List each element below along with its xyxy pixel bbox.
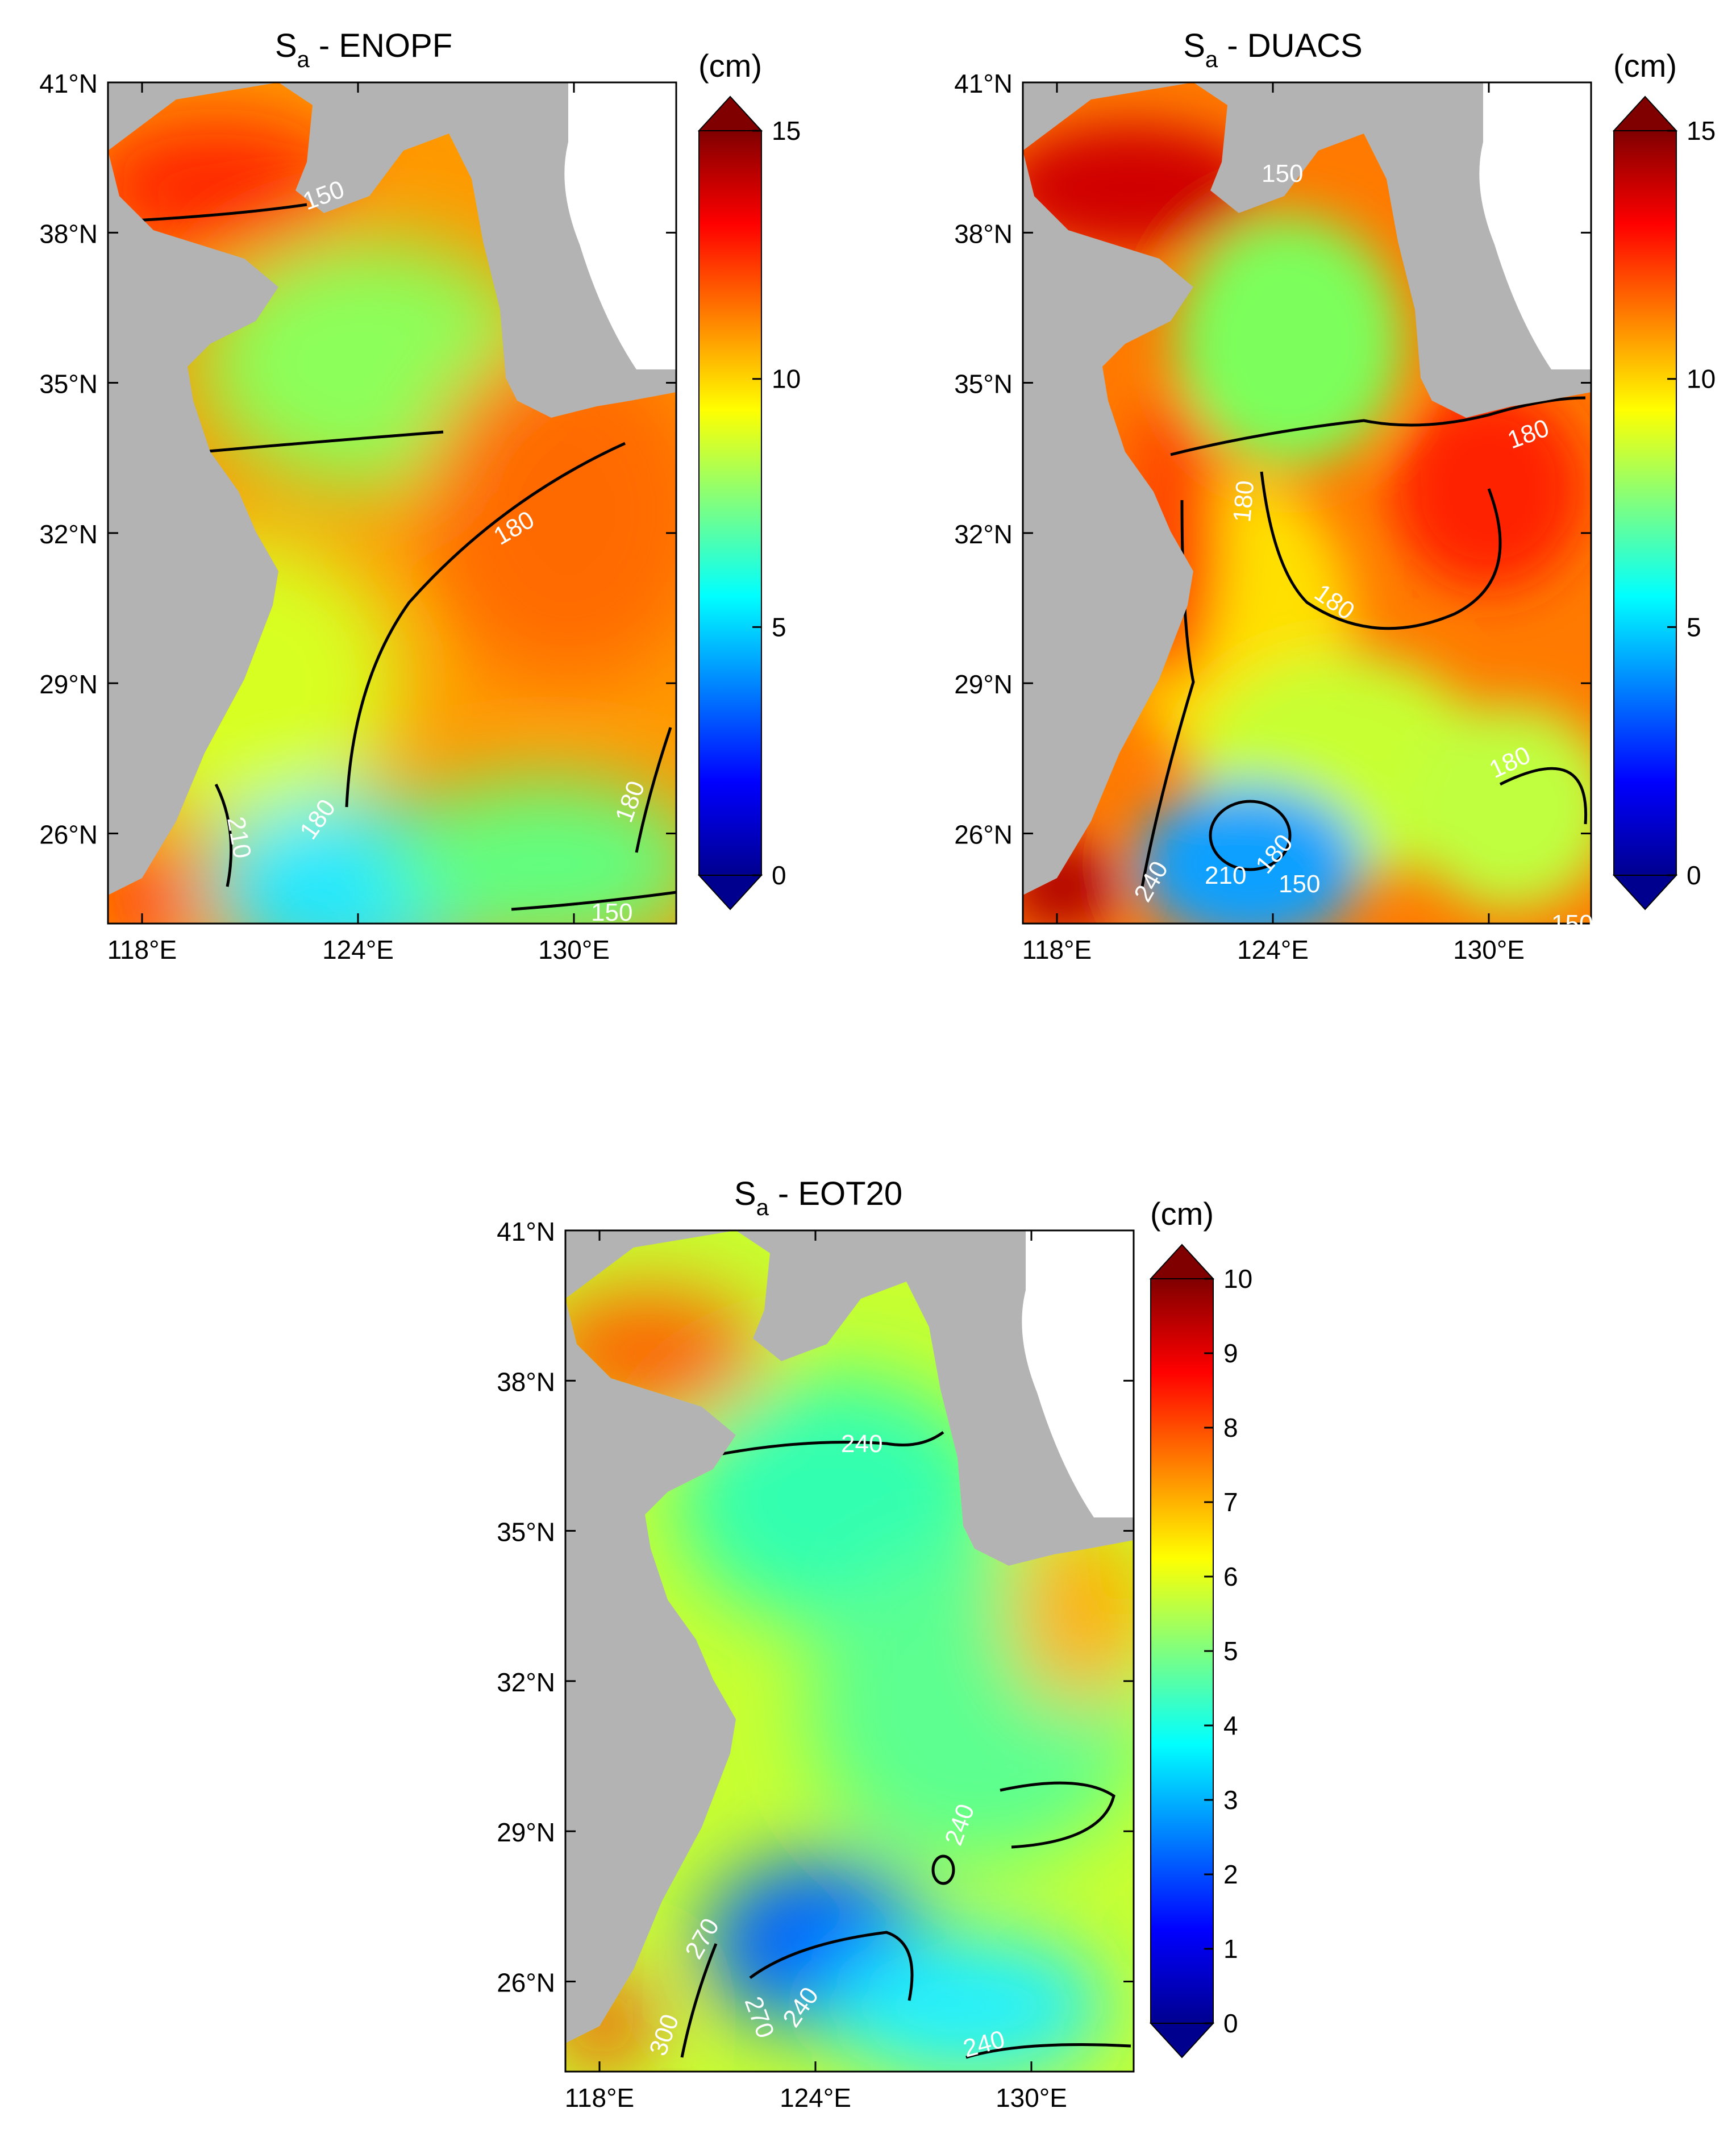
lat-tick-label: 32°N	[497, 1668, 555, 1697]
map-axes: 41°N 38°N 35°N 32°N 29°N 26°N 118°E 124°E 130°E	[39, 69, 676, 964]
colorbar-tick-label: 2	[1223, 1860, 1238, 1889]
lat-tick-label: 26°N	[954, 820, 1013, 849]
contour-label: 150	[591, 899, 632, 926]
lat-tick-label: 38°N	[39, 219, 98, 248]
colorbar: (cm) 0 5 10 15	[1612, 48, 1716, 910]
lat-tick-label: 29°N	[497, 1818, 555, 1847]
panel-title: Sa - ENOPF	[275, 27, 452, 72]
colorbar-gradient	[698, 130, 762, 876]
panel-title: Sa - EOT20	[734, 1175, 902, 1220]
lat-tick-label: 26°N	[39, 820, 98, 849]
contour-label: 150	[1262, 160, 1303, 188]
lat-tick-label: 38°N	[954, 219, 1013, 248]
colorbar-min-arrow	[1612, 875, 1678, 910]
map-axes: 41°N 38°N 35°N 32°N 29°N 26°N 118°E 124°E 130°E	[954, 69, 1591, 964]
title-rest: - ENOPF	[310, 27, 452, 64]
colorbar-tick-label: 0	[772, 860, 786, 890]
lon-tick-label: 124°E	[1237, 935, 1309, 964]
lon-tick-label: 118°E	[107, 935, 177, 964]
lon-tick-label: 118°E	[1022, 935, 1092, 964]
title-rest: - EOT20	[769, 1175, 902, 1212]
lat-tick-label: 41°N	[954, 69, 1013, 98]
lat-tick-label: 29°N	[954, 670, 1013, 699]
contour-label: 150	[1279, 870, 1320, 898]
colorbar-gradient	[1613, 130, 1677, 876]
lon-tick-label: 130°E	[996, 2083, 1067, 2113]
lat-tick-label: 35°N	[954, 369, 1013, 399]
colorbar-min-arrow	[697, 875, 763, 910]
colorbar-tick-label: 7	[1223, 1487, 1238, 1517]
colorbar-tick-label: 10	[1687, 364, 1716, 394]
land-white-region	[564, 82, 676, 369]
colorbar-tick-label: 1	[1223, 1934, 1238, 1964]
lon-tick-label: 118°E	[565, 2083, 634, 2113]
lat-tick-label: 29°N	[39, 670, 98, 699]
lon-tick-label: 124°E	[780, 2083, 851, 2113]
lat-tick-label: 38°N	[497, 1367, 555, 1396]
lat-tick-label: 41°N	[497, 1217, 555, 1246]
lon-tick-label: 130°E	[538, 935, 610, 964]
lat-tick-label: 41°N	[39, 69, 98, 98]
colorbar-tick-label: 15	[1687, 116, 1716, 145]
colorbar-unit: (cm)	[698, 48, 762, 84]
lon-tick-label: 124°E	[322, 935, 394, 964]
land-white-region	[1479, 82, 1591, 369]
colorbar: (cm) 0 5 10 15	[697, 48, 801, 910]
contour-label: 210	[1205, 862, 1246, 889]
colorbar-tick-label: 5	[1223, 1636, 1238, 1666]
title-main: S	[734, 1175, 756, 1212]
panel-enopf: Sa - ENOPF 150	[39, 27, 801, 964]
lat-tick-label: 35°N	[39, 369, 98, 399]
colorbar: (cm) 0 1 2 3 4 5 6 7 8 9 10	[1149, 1196, 1252, 2059]
colorbar-tick-label: 8	[1223, 1413, 1238, 1442]
title-sub: a	[756, 1195, 769, 1220]
colorbar-tick-label: 4	[1223, 1711, 1238, 1740]
title-main: S	[1183, 27, 1205, 64]
panel-eot20: Sa - EOT20 240	[497, 1175, 1252, 2113]
colorbar-tick-label: 3	[1223, 1785, 1238, 1815]
colorbar-min-arrow	[1149, 2023, 1215, 2059]
colorbar-max-arrow	[1612, 95, 1678, 131]
colorbar-tick-label: 9	[1223, 1338, 1238, 1368]
lat-tick-label: 32°N	[39, 519, 98, 549]
title-sub: a	[1205, 47, 1218, 72]
title-sub: a	[297, 47, 310, 72]
title-rest: - DUACS	[1218, 27, 1363, 64]
colorbar-max-arrow	[1149, 1244, 1215, 1279]
land-white-region	[1022, 1230, 1134, 1517]
panel-title: Sa - DUACS	[1183, 27, 1363, 72]
colorbar-tick-label: 5	[1687, 612, 1701, 642]
map-axes: 41°N 38°N 35°N 32°N 29°N 26°N 118°E 124°E 130°E	[497, 1217, 1134, 2113]
contour-label: 150	[1551, 910, 1593, 938]
colorbar-unit: (cm)	[1150, 1196, 1214, 1232]
colorbar-tick-label: 10	[1223, 1264, 1252, 1294]
colorbar-max-arrow	[697, 95, 763, 131]
contour-label: 240	[841, 1430, 882, 1458]
contour-label: 180	[1228, 479, 1259, 523]
lat-tick-label: 32°N	[954, 519, 1013, 549]
title-main: S	[275, 27, 297, 64]
panel-duacs: Sa - DUACS	[954, 27, 1716, 964]
lon-tick-label: 130°E	[1453, 935, 1525, 964]
colorbar-tick-label: 0	[1223, 2009, 1238, 2038]
lat-tick-label: 35°N	[497, 1517, 555, 1547]
lat-tick-label: 26°N	[497, 1968, 555, 1997]
colorbar-gradient	[1150, 1278, 1214, 2024]
colorbar-tick-label: 0	[1687, 860, 1701, 890]
colorbar-tick-label: 15	[772, 116, 801, 145]
colorbar-tick-label: 10	[772, 364, 801, 394]
colorbar-unit: (cm)	[1613, 48, 1677, 84]
colorbar-tick-label: 6	[1223, 1562, 1238, 1591]
colorbar-tick-label: 5	[772, 612, 786, 642]
